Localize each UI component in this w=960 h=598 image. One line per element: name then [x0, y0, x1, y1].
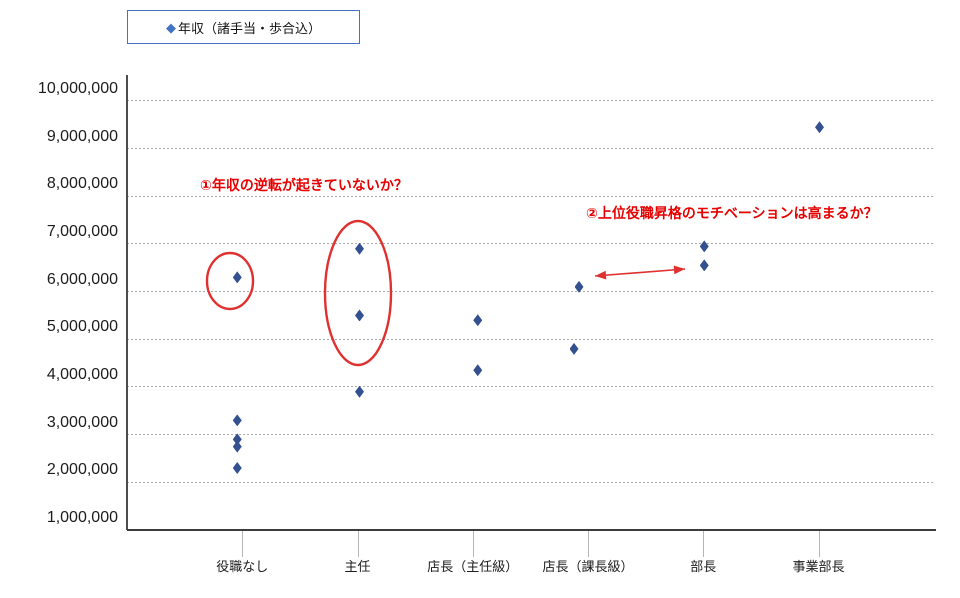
- data-point-diamond: [574, 280, 584, 293]
- y-axis-label: 5,000,000: [46, 318, 118, 336]
- y-axis-label: 2,000,000: [46, 461, 118, 479]
- data-point-diamond: [473, 314, 483, 327]
- x-axis-tick: [242, 531, 244, 557]
- data-point-diamond: [355, 242, 364, 255]
- gridline: [127, 195, 935, 197]
- gridline: [127, 386, 935, 388]
- data-point-diamond: [232, 440, 242, 453]
- x-axis-tick: [703, 531, 705, 557]
- y-axis-label: 7,000,000: [46, 222, 118, 240]
- legend-label: 年収（諸手当・歩合込）: [177, 20, 321, 36]
- y-axis-label: 10,000,000: [37, 79, 118, 97]
- y-axis-label: 8,000,000: [46, 175, 118, 193]
- data-point-diamond: [355, 385, 364, 398]
- gridline: [127, 243, 935, 245]
- y-axis-label: 6,000,000: [46, 270, 118, 288]
- data-point-diamond: [232, 433, 242, 446]
- data-point-diamond: [815, 121, 824, 134]
- gridline: [127, 481, 935, 483]
- data-point-diamond: [569, 342, 579, 355]
- highlight-ellipse-small: [205, 251, 255, 311]
- gridline: [127, 148, 935, 150]
- legend: ◆ 年収（諸手当・歩合込）: [127, 10, 360, 44]
- y-axis-label: 4,000,000: [46, 365, 118, 383]
- x-axis-label: 店長（主任級）: [427, 559, 519, 574]
- x-axis-tick: [588, 531, 589, 557]
- x-axis-label: 部長: [690, 559, 717, 574]
- x-axis-label: 事業部長: [792, 559, 845, 574]
- x-axis-tick: [818, 531, 820, 557]
- data-point-diamond: [232, 414, 242, 427]
- y-axis-line: [126, 75, 128, 530]
- y-axis-label: 3,000,000: [46, 413, 118, 431]
- x-axis-tick: [472, 531, 474, 557]
- x-axis-label: 主任: [344, 559, 371, 574]
- annotation-income-reversal: ①年収の逆転が起きていないか？: [200, 177, 408, 193]
- y-axis-label: 9,000,000: [46, 127, 118, 145]
- gridline: [127, 338, 935, 340]
- gridline: [127, 291, 935, 293]
- legend-diamond-icon: ◆: [165, 19, 176, 35]
- data-point-diamond: [232, 462, 242, 475]
- data-point-diamond: [473, 364, 483, 377]
- x-axis-line: [127, 529, 936, 531]
- data-point-diamond: [699, 259, 709, 272]
- arrowhead-right-icon: [673, 265, 685, 275]
- annotation-promotion-motivation: ②上位役職昇格のモチベーションは高まるか？: [586, 205, 878, 221]
- data-point-diamond: [699, 240, 709, 253]
- arrowhead-left-icon: [595, 270, 607, 280]
- data-point-diamond: [232, 271, 242, 284]
- x-axis-label: 店長（課長級）: [542, 559, 634, 574]
- x-axis-label: 役職なし: [216, 559, 269, 574]
- y-axis-label: 1,000,000: [46, 509, 118, 526]
- gridline: [127, 434, 935, 436]
- gridline: [127, 100, 935, 102]
- comparison-arrow-line: [594, 268, 686, 277]
- data-point-diamond: [355, 309, 364, 322]
- x-axis-tick: [357, 531, 359, 557]
